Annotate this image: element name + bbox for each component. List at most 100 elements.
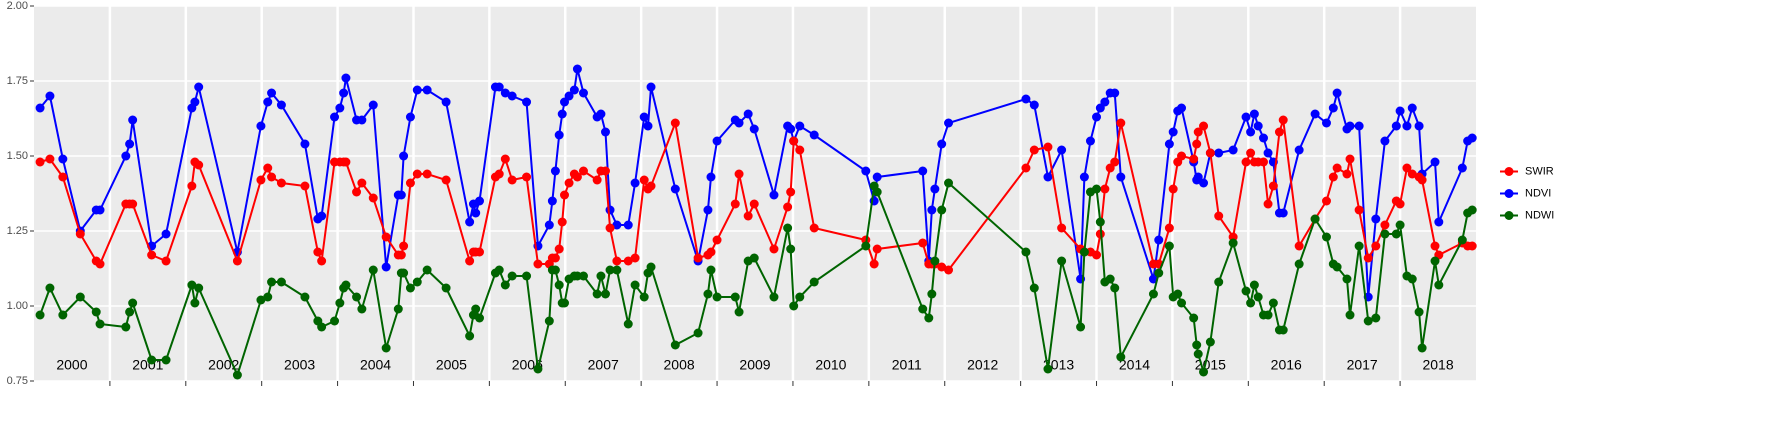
point [276,277,286,287]
point [1177,103,1187,113]
point [1467,241,1477,251]
point [1467,133,1477,143]
point [1029,283,1039,293]
point [267,88,277,98]
point [95,319,105,329]
point [1321,118,1331,128]
point [1110,283,1120,293]
point [500,154,510,164]
point [1414,307,1424,317]
point [712,136,722,146]
point [95,205,105,215]
point [554,280,564,290]
point [1095,217,1105,227]
point [706,265,716,275]
point [1193,172,1203,182]
point [121,151,131,161]
point [1342,169,1352,179]
point [1278,208,1288,218]
y-tick-label: 1.75 [7,75,28,87]
point [560,190,570,200]
point [1371,214,1381,224]
point [1268,298,1278,308]
point [706,247,716,257]
point [1310,214,1320,224]
point [267,277,277,287]
point [317,256,327,266]
point [547,196,557,206]
point [339,88,349,98]
point [927,205,937,215]
point [639,292,649,302]
point [267,172,277,182]
point [1263,148,1273,158]
point [1100,97,1110,107]
point [670,184,680,194]
point [263,97,273,107]
point [1294,241,1304,251]
point [1395,106,1405,116]
point [187,181,197,191]
point [693,328,703,338]
legend-key [1504,189,1514,198]
point [592,175,602,185]
point [1092,184,1102,194]
point [560,298,570,308]
point [643,121,653,131]
point [769,292,779,302]
point [670,118,680,128]
point [749,124,759,134]
point [1278,325,1288,335]
point [1354,121,1364,131]
point [1057,256,1067,266]
point [1043,364,1053,374]
point [918,166,928,176]
point [1241,286,1251,296]
point [405,178,415,188]
point [1214,211,1224,221]
point [396,250,406,260]
point [789,136,799,146]
point [1395,199,1405,209]
point [352,187,362,197]
point [1258,133,1268,143]
point [930,256,940,266]
point [670,340,680,350]
year-label: 2010 [815,357,846,373]
y-tick-label: 1.50 [7,150,28,162]
point [352,292,362,302]
point [500,280,510,290]
point [475,196,485,206]
point [381,232,391,242]
point [1043,172,1053,182]
point [494,82,504,92]
point [232,370,242,380]
point [396,190,406,200]
point [1332,163,1342,173]
point [1164,139,1174,149]
point [639,175,649,185]
point [1345,154,1355,164]
point [1199,367,1209,377]
point [630,178,640,188]
point [937,205,947,215]
point [786,244,796,254]
point [1354,241,1364,251]
point [147,355,157,365]
point [1189,313,1199,323]
year-label: 2011 [892,357,922,373]
point [578,166,588,176]
point [1263,199,1273,209]
point [465,331,475,341]
point [1110,157,1120,167]
point [544,316,554,326]
point [1021,94,1031,104]
point [706,172,716,182]
point [522,97,532,107]
point [1177,151,1187,161]
point [1199,178,1209,188]
point [1029,145,1039,155]
point [58,172,68,182]
point [578,271,588,281]
point [1192,340,1202,350]
